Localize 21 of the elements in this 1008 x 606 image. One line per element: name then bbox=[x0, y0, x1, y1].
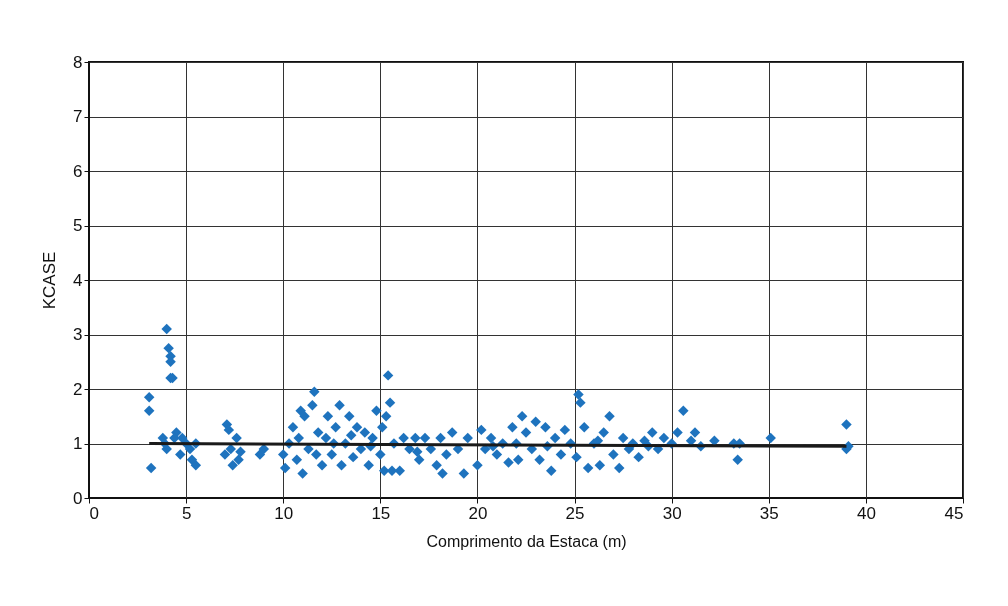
x-tick-label: 0 bbox=[89, 503, 99, 523]
y-tick-label: 7 bbox=[73, 107, 83, 126]
x-tick-label: 20 bbox=[468, 503, 488, 523]
x-tick-label: 30 bbox=[662, 503, 682, 523]
y-tick-label: 5 bbox=[73, 216, 83, 235]
y-tick-label: 8 bbox=[73, 52, 83, 72]
y-tick-label: 3 bbox=[73, 325, 83, 344]
x-tick-label: 25 bbox=[565, 503, 585, 523]
y-tick-label: 2 bbox=[73, 379, 83, 399]
y-axis-title: KCASE bbox=[40, 251, 60, 310]
y-tick-label: 4 bbox=[73, 270, 83, 290]
y-tick-label: 0 bbox=[73, 488, 83, 508]
x-tick-label: 10 bbox=[274, 503, 294, 523]
y-tick-label: 6 bbox=[73, 161, 83, 181]
x-tick-label: 5 bbox=[181, 503, 192, 523]
x-tick-label: 40 bbox=[856, 503, 876, 523]
y-tick-label: 1 bbox=[73, 434, 83, 453]
x-tick-label: 15 bbox=[371, 503, 391, 523]
x-axis-title: Comprimento da Estaca (m) bbox=[426, 532, 627, 550]
x-tick-label: 35 bbox=[759, 503, 779, 523]
x-tick-label: 45 bbox=[944, 503, 964, 523]
